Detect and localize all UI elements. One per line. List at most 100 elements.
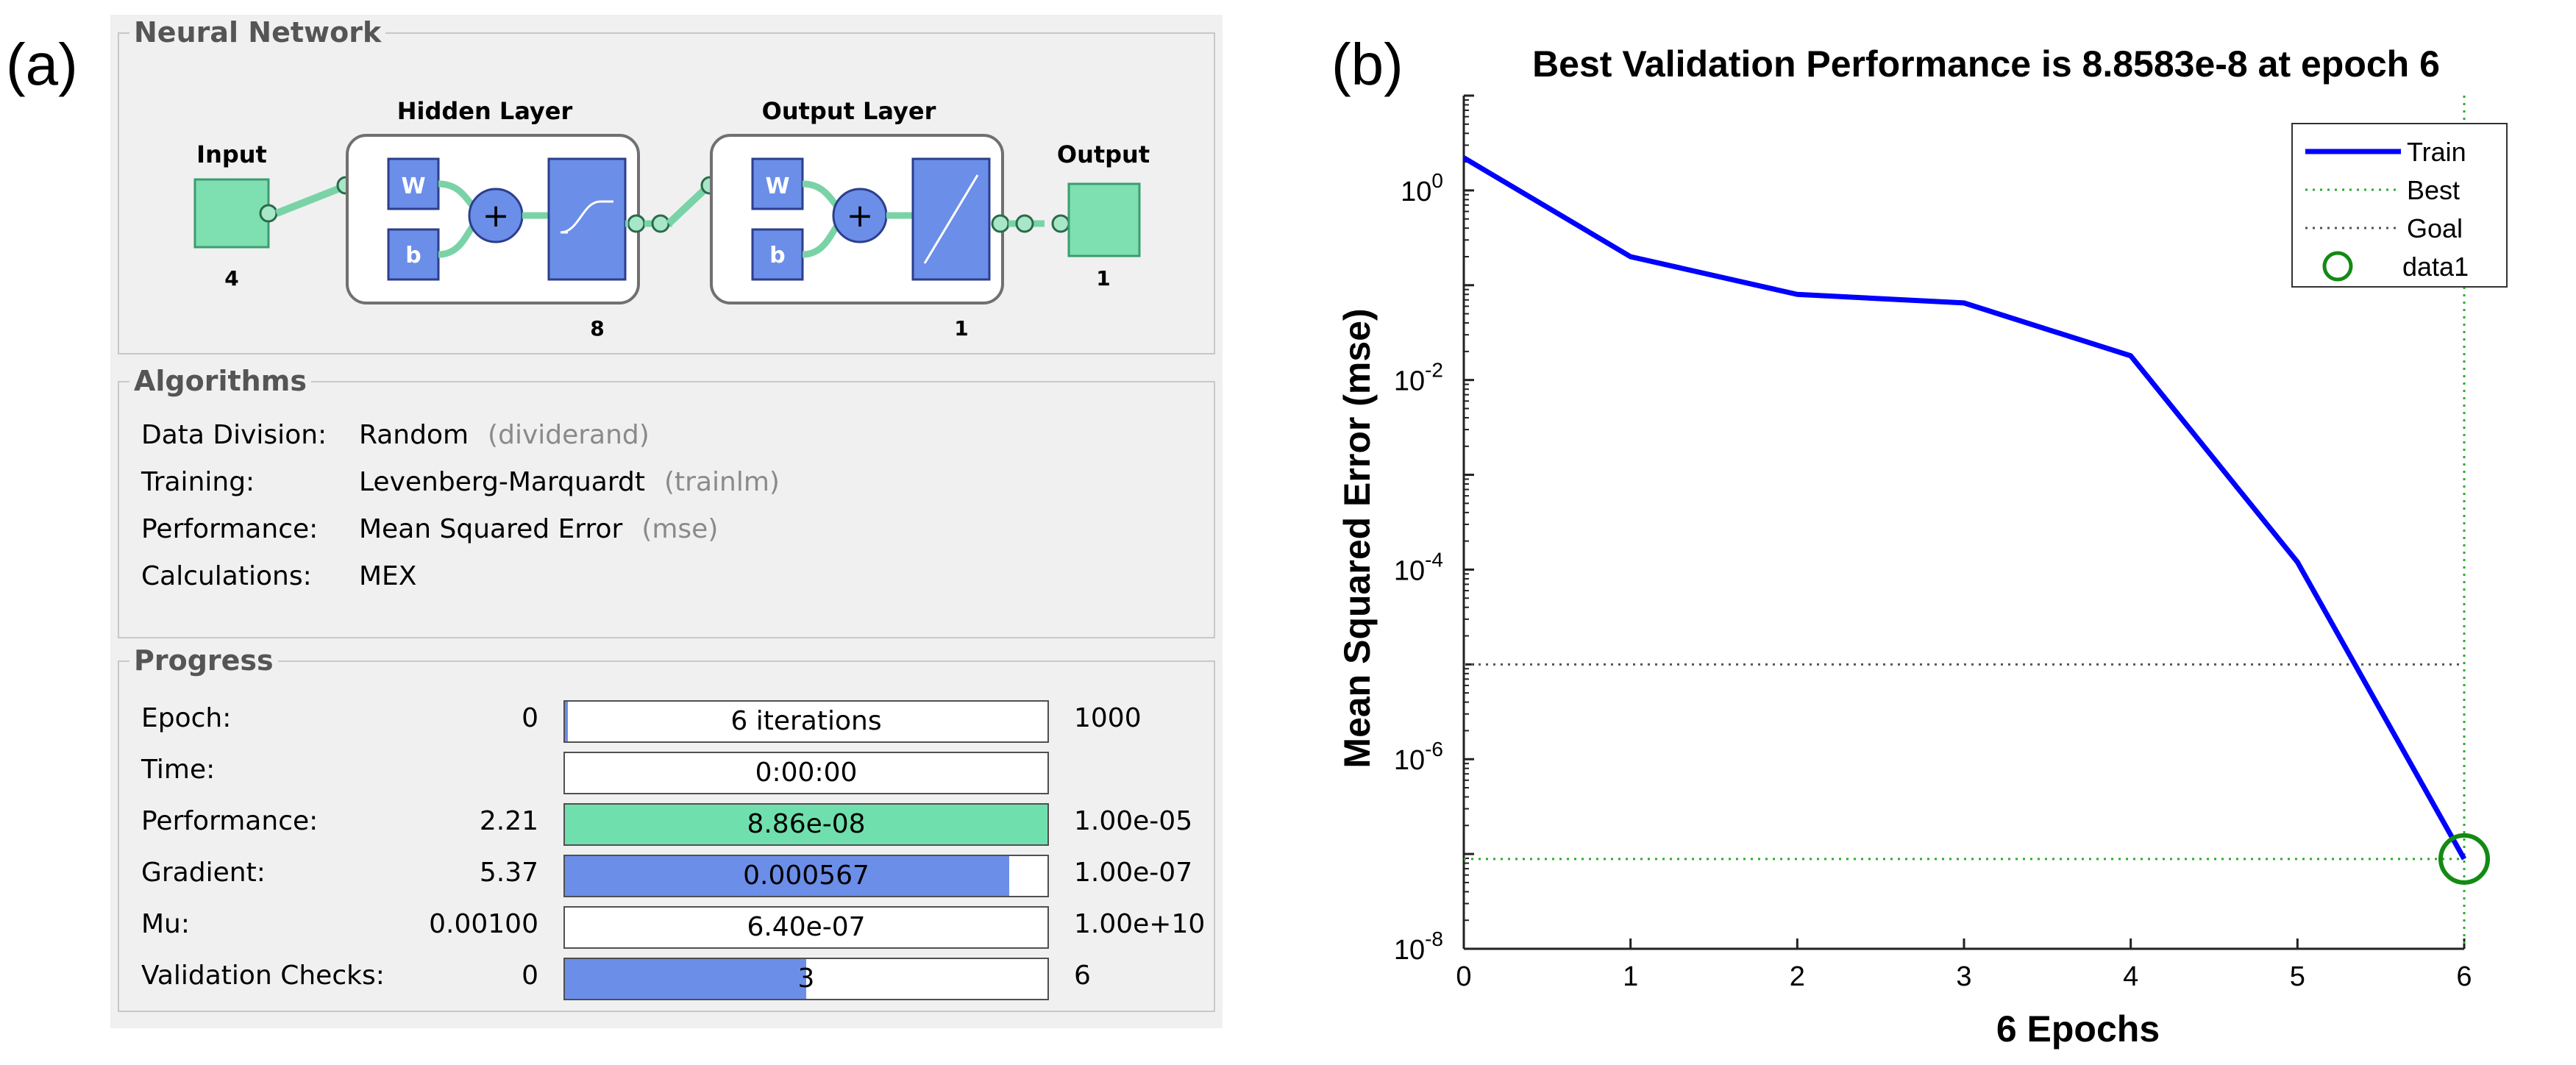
output-layer-size: 1 — [954, 316, 968, 341]
algorithms-title: Algorithms — [129, 366, 311, 396]
progress-start-value: 0 — [522, 703, 538, 733]
x-tick-label: 2 — [1790, 961, 1805, 992]
progress-bar-text: 3 — [797, 964, 815, 994]
progress-start-value: 0 — [522, 961, 538, 991]
progress-bar-text: 6 iterations — [730, 706, 882, 736]
progress-row: Gradient: 5.37 0.000567 1.00e-07 — [119, 849, 1215, 897]
final-port — [1051, 214, 1070, 233]
progress-bar-fill — [565, 805, 1047, 844]
progress-bar-fill — [565, 702, 568, 741]
tansig-icon — [560, 200, 613, 234]
legend-data1-label: data1 — [2402, 252, 2469, 282]
progress-target-value: 1000 — [1074, 703, 1142, 733]
alg-label: Calculations: — [141, 561, 312, 591]
neural-network-title: Neural Network — [129, 18, 386, 47]
y-tick-label: 10-6 — [1394, 738, 1443, 776]
panel-label-b: (b) — [1331, 32, 1403, 97]
alg-value: Random (dividerand) — [359, 415, 650, 456]
legend-data1-swatch — [2322, 251, 2353, 282]
progress-label: Mu: — [141, 909, 191, 939]
x-tick-label: 4 — [2123, 961, 2138, 992]
progress-label: Performance: — [141, 806, 319, 836]
y-tick-label: 10-4 — [1394, 548, 1443, 586]
progress-label: Gradient: — [141, 858, 266, 888]
progress-row: Epoch: 0 6 iterations 1000 — [119, 694, 1215, 743]
input-label: Input — [196, 140, 267, 168]
alg-value: MEX — [359, 556, 435, 597]
hidden-weight-label: W — [401, 174, 425, 199]
progress-bar: 8.86e-08 — [563, 803, 1049, 846]
progress-start-value: 5.37 — [479, 858, 538, 888]
link-arrow — [666, 184, 711, 227]
progress-bar-text: 8.86e-08 — [747, 809, 866, 839]
x-tick-label: 6 — [2456, 961, 2472, 992]
alg-value: Levenberg-Marquardt (trainlm) — [359, 462, 780, 503]
network-diagram: Input 4 Hidden Layer W b + 8 — [193, 97, 1150, 341]
x-tick-label: 0 — [1456, 961, 1471, 992]
alg-label: Performance: — [141, 514, 319, 544]
legend-goal-label: Goal — [2407, 213, 2463, 243]
progress-bar: 3 — [563, 958, 1049, 1000]
plot-area: 0 1 2 3 4 5 6 100 10-2 10-4 10-6 10-8 Train Best Goal d… — [1394, 94, 2508, 992]
legend-best-label: Best — [2407, 175, 2460, 205]
hidden-bias-block — [387, 228, 440, 281]
progress-bar-fill — [565, 959, 806, 999]
hidden-transfer-block — [547, 157, 627, 281]
progress-group: Progress Epoch: 0 6 iterations 1000 Time: 0:0… — [118, 646, 1215, 1012]
progress-bar-text: 6.40e-07 — [747, 912, 866, 942]
progress-target-value: 1.00e+10 — [1074, 909, 1206, 939]
progress-bar: 6.40e-07 — [563, 906, 1049, 949]
progress-row: Mu: 0.00100 6.40e-07 1.00e+10 — [119, 900, 1215, 949]
progress-row: Validation Checks: 0 3 6 — [119, 952, 1215, 1000]
neural-network-group: Neural Network Input 4 Hidden Layer W b … — [118, 18, 1215, 355]
hidden-layer-size: 8 — [590, 316, 604, 341]
progress-row: Time: 0:00:00 — [119, 746, 1215, 794]
progress-bar-fill — [565, 856, 1009, 896]
alg-fn: (trainlm) — [664, 467, 780, 497]
progress-bar: 6 iterations — [563, 700, 1049, 743]
progress-row: Performance: 2.21 8.86e-08 1.00e-05 — [119, 797, 1215, 846]
output-out-port-2 — [1015, 214, 1034, 233]
x-tick-label: 5 — [2290, 961, 2305, 992]
output-label: Output — [1057, 140, 1150, 168]
progress-label: Validation Checks: — [141, 961, 385, 991]
chart-title: Best Validation Performance is 8.8583e-8… — [1532, 43, 2440, 85]
progress-start-value: 0.00100 — [429, 909, 538, 939]
alg-value: Mean Squared Error (mse) — [359, 509, 718, 550]
progress-bar-text: 0:00:00 — [755, 758, 858, 788]
output-out-port — [991, 214, 1010, 233]
output-weight-label: W — [765, 174, 789, 199]
progress-label: Epoch: — [141, 703, 232, 733]
input-block — [193, 178, 270, 249]
alg-value-text: MEX — [359, 561, 417, 591]
y-axis-label: Mean Squared Error (mse) — [1337, 308, 1378, 768]
progress-start-value: 2.21 — [479, 806, 538, 836]
performance-chart: Best Validation Performance is 8.8583e-8… — [1337, 43, 2508, 1050]
x-axis-label: 6 Epochs — [1996, 1008, 2160, 1050]
hidden-plus-icon: + — [483, 197, 510, 235]
nntraintool-window: Neural Network Input 4 Hidden Layer W b … — [110, 15, 1223, 1028]
input-size: 4 — [224, 266, 238, 291]
y-tick-label: 10-2 — [1394, 359, 1443, 397]
input-arrow — [275, 183, 345, 217]
alg-value-text: Levenberg-Marquardt — [359, 467, 646, 497]
panel-label-a: (a) — [6, 32, 78, 97]
progress-target-value: 1.00e-05 — [1074, 806, 1193, 836]
hidden-out-port — [627, 214, 646, 233]
best-marker — [2438, 833, 2490, 885]
progress-bar-text: 0.000567 — [743, 861, 869, 891]
algorithms-group: Algorithms Data Division: Random (divider… — [118, 366, 1215, 638]
progress-target-value: 6 — [1074, 961, 1091, 991]
y-tick-label: 10-8 — [1394, 927, 1443, 966]
alg-fn: (mse) — [641, 514, 719, 544]
output-block — [1067, 182, 1141, 257]
alg-value-text: Random — [359, 420, 469, 450]
alg-label: Data Division: — [141, 420, 327, 450]
legend-train-label: Train — [2407, 137, 2466, 167]
output-layer-label: Output Layer — [762, 97, 936, 125]
purelin-icon — [923, 174, 979, 264]
progress-bar: 0.000567 — [563, 855, 1049, 897]
x-tick-label: 3 — [1956, 961, 1971, 992]
output-size: 1 — [1096, 266, 1110, 291]
progress-title: Progress — [129, 646, 278, 675]
